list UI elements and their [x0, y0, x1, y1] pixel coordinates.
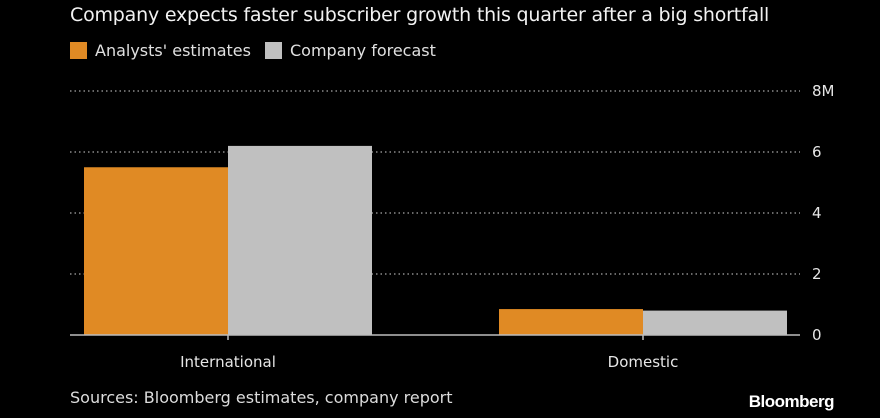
x-tick-label: International [180, 353, 276, 371]
legend-swatch-analysts [70, 42, 87, 59]
y-tick-label: 6 [812, 143, 822, 161]
legend-item-company: Company forecast [264, 41, 436, 60]
legend-label-analysts: Analysts' estimates [95, 41, 251, 60]
source-note: Sources: Bloomberg estimates, company re… [70, 388, 453, 407]
bloomberg-logo: Bloomberg [748, 392, 835, 411]
bar-analysts-domestic [499, 309, 643, 335]
y-tick-label: 8M [812, 82, 835, 100]
x-tick-label: Domestic [608, 353, 679, 371]
y-tick-label: 4 [812, 204, 822, 222]
legend-label-company: Company forecast [289, 41, 436, 60]
bar-company-domestic [643, 310, 787, 335]
y-tick-label: 0 [812, 326, 822, 344]
legend-swatch-company [264, 42, 282, 59]
legend: Analysts' estimates Company forecast [70, 41, 450, 60]
bar-company-international [228, 145, 372, 335]
bar-analysts-international [84, 167, 228, 335]
chart-title: Company expects faster subscriber growth… [70, 4, 770, 26]
legend-item-analysts: Analysts' estimates [70, 41, 251, 60]
y-tick-label: 2 [812, 265, 822, 283]
